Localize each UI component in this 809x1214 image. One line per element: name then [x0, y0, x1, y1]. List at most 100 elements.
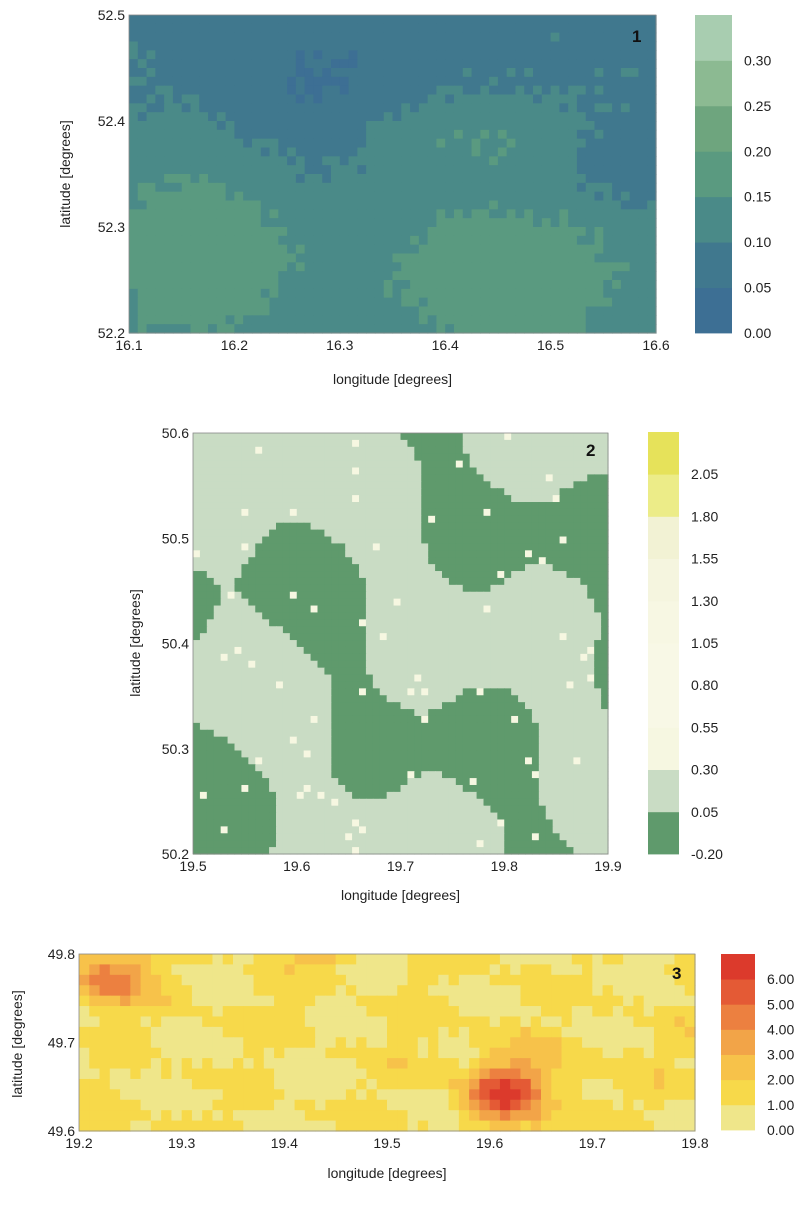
- map-cell: [251, 85, 262, 96]
- map-cell: [241, 729, 249, 738]
- map-cell: [357, 191, 367, 202]
- map-cell: [359, 529, 367, 538]
- map-cell: [436, 112, 446, 122]
- map-cell: [372, 529, 381, 538]
- map-cell: [248, 495, 256, 503]
- map-cell: [172, 94, 183, 104]
- map-cell: [525, 508, 533, 517]
- map-cell: [525, 564, 533, 572]
- map-cell: [303, 474, 312, 482]
- map-cell: [559, 474, 568, 482]
- map-cell: [278, 68, 288, 78]
- map-cell: [448, 626, 457, 634]
- map-cell: [427, 121, 438, 131]
- map-cell: [206, 453, 215, 462]
- map-cell: [227, 577, 236, 586]
- map-cell: [442, 729, 450, 738]
- map-cell: [559, 253, 569, 263]
- map-cell: [374, 209, 385, 219]
- map-cell: [462, 453, 471, 462]
- map-cell: [199, 235, 209, 246]
- map-cell: [603, 41, 613, 51]
- map-cell: [448, 433, 457, 441]
- map-cell: [531, 508, 540, 517]
- map-cell: [331, 200, 341, 210]
- map-cell: [629, 41, 640, 51]
- map-cell: [383, 85, 394, 96]
- map-cell: [497, 280, 508, 290]
- map-cell: [310, 571, 319, 579]
- map-cell: [421, 729, 429, 738]
- map-cell: [585, 306, 596, 316]
- map-cell: [418, 59, 429, 69]
- map-cell: [435, 488, 443, 496]
- map-cell: [489, 147, 499, 157]
- map-cell: [181, 306, 192, 316]
- map-cell: [462, 702, 471, 710]
- map-cell: [208, 59, 218, 69]
- map-cell: [181, 227, 192, 237]
- map-cell: [322, 235, 332, 246]
- map-cell: [269, 550, 277, 558]
- map-cell: [322, 174, 332, 184]
- map-cell: [208, 280, 218, 290]
- map-cell: [372, 646, 381, 655]
- map-cell: [436, 50, 446, 60]
- map-cell: [304, 280, 315, 290]
- map-cell: [296, 433, 305, 441]
- map-cell: [365, 722, 374, 731]
- map-cell: [480, 32, 490, 43]
- map-cell: [331, 297, 341, 308]
- map-cell: [410, 76, 420, 87]
- map-cell: [436, 262, 446, 272]
- map-cell: [278, 138, 288, 149]
- map-cell: [421, 702, 429, 710]
- map-cell: [172, 50, 183, 60]
- map-cell: [234, 508, 243, 517]
- map-cell: [282, 736, 291, 745]
- map-cell: [559, 681, 568, 689]
- map-cell: [282, 598, 291, 607]
- map-cell: [129, 59, 139, 69]
- map-cell: [515, 156, 525, 166]
- map-cell: [559, 640, 568, 648]
- map-cell: [462, 121, 473, 131]
- map-cell: [638, 262, 648, 272]
- map-cell: [401, 15, 411, 25]
- map-cell: [445, 200, 455, 210]
- map-cell: [251, 68, 262, 78]
- map-cell: [515, 280, 525, 290]
- map-cell: [365, 467, 374, 476]
- map-cell: [511, 640, 519, 648]
- map-cell: [497, 182, 508, 193]
- map-cell: [518, 529, 526, 538]
- map-cell: [483, 564, 492, 572]
- map-cell: [410, 200, 420, 210]
- map-cell: [559, 288, 569, 299]
- map-cell: [137, 138, 148, 149]
- map-cell: [407, 736, 415, 745]
- map-cell: [357, 165, 367, 175]
- map-cell: [260, 324, 271, 334]
- map-cell: [234, 702, 243, 710]
- map-cell: [331, 446, 339, 455]
- map-cell: [462, 324, 473, 334]
- map-cell: [313, 315, 323, 325]
- map-cell: [227, 619, 236, 627]
- map-cell: [199, 68, 209, 78]
- map-cell: [483, 591, 492, 600]
- map-cell: [365, 695, 374, 703]
- map-cell: [295, 15, 306, 25]
- map-cell: [515, 209, 525, 219]
- map-cell: [155, 68, 165, 78]
- map-cell: [199, 460, 208, 469]
- map-cell: [427, 32, 438, 43]
- map-cell: [573, 653, 581, 662]
- map-cell: [497, 633, 505, 641]
- map-cell: [401, 244, 411, 255]
- map-cell: [372, 433, 381, 441]
- map-cell: [313, 306, 323, 316]
- map-cell: [471, 68, 481, 78]
- map-cell: [206, 446, 215, 455]
- map-cell: [462, 715, 471, 724]
